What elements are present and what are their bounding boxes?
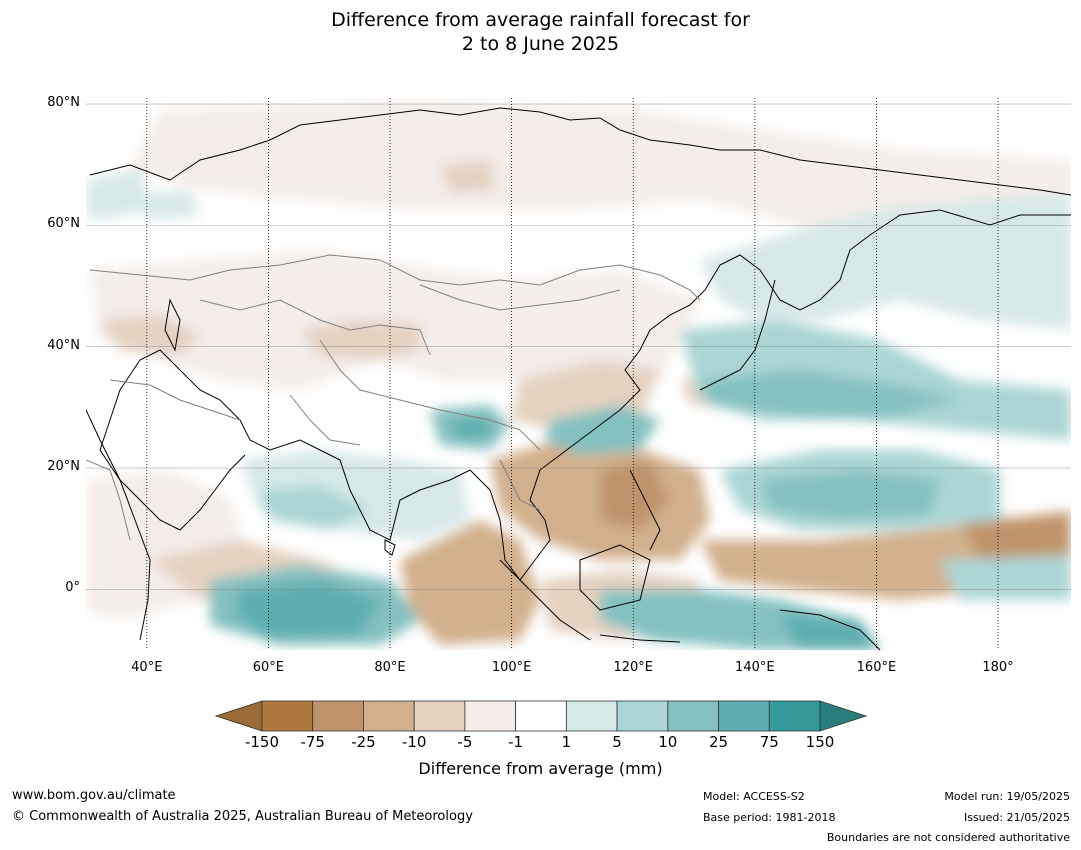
lon-label: 40°E <box>131 660 163 675</box>
country-boundaries <box>86 254 701 541</box>
colorbar-tick-label: -10 <box>401 733 427 751</box>
model-run-text: Model run: 19/05/2025 <box>944 790 1070 803</box>
coastline-philippines <box>629 469 661 551</box>
wet-region-arctic <box>130 190 200 220</box>
colorbar-label: Difference from average (mm) <box>418 759 663 778</box>
wet-region-tibet-core <box>450 418 492 440</box>
lat-label: 40°N <box>47 337 80 353</box>
boundary-china-west <box>319 339 541 451</box>
coastlines <box>86 107 1071 650</box>
website-link[interactable]: www.bom.gov.au/climate <box>12 788 176 803</box>
lat-label: 60°N <box>47 216 80 232</box>
wet-region-kuroshio <box>700 370 960 420</box>
boundary-indochina <box>499 459 541 511</box>
wet-region-indian-ocean-core <box>235 580 380 638</box>
colorbar-tick-label: -1 <box>508 733 524 751</box>
wet-region-south-china <box>545 405 660 455</box>
lon-label: 80°E <box>374 660 406 675</box>
coastline-africa <box>86 409 151 641</box>
colorbar-band <box>363 700 415 732</box>
colorbar <box>214 700 868 732</box>
colorbar-tick-label: 5 <box>612 733 622 751</box>
dry-region-kazakh <box>100 315 200 355</box>
boundary-central-asia <box>199 299 431 356</box>
colorbar-band <box>515 700 567 732</box>
wet-region-png <box>780 615 880 650</box>
wet-region-west-pacific-core <box>760 470 940 520</box>
colorbar-tick-label: 75 <box>759 733 779 751</box>
copyright-text: © Commonwealth of Australia 2025, Austra… <box>12 809 473 824</box>
wet-region-arabian-sea <box>260 485 370 530</box>
dry-region-philippines <box>600 460 670 530</box>
graticule <box>86 98 1071 650</box>
coastline-sumatra <box>499 559 591 641</box>
colorbar-tick-label: -5 <box>457 733 473 751</box>
lon-label: 100°E <box>491 660 532 675</box>
colorbar-band <box>718 700 770 732</box>
coastline-java <box>599 634 681 643</box>
boundary-middle-east <box>109 379 241 421</box>
map-plot-area <box>86 98 1071 650</box>
colorbar-tick-label: 25 <box>708 733 729 751</box>
boundary-mongolia <box>419 284 621 311</box>
dry-region-central-asia <box>90 250 700 390</box>
colorbar-band <box>312 700 364 732</box>
coastline-eurasia-north <box>89 107 1071 196</box>
issued-text: Issued: 21/05/2025 <box>963 811 1070 824</box>
coastline-borneo <box>579 544 651 611</box>
lon-label: 140°E <box>735 660 775 675</box>
colorbar-tick-label: 10 <box>658 733 678 751</box>
coastline-sri-lanka <box>384 539 396 556</box>
boundary-russia-south <box>89 254 701 301</box>
lat-label: 80°N <box>47 95 80 111</box>
colorbar-band <box>413 700 466 732</box>
colorbar-high-extend <box>819 700 868 732</box>
coastline-arabia <box>99 349 246 531</box>
coastline-new-guinea <box>779 609 881 650</box>
lat-label: 20°N <box>47 459 80 475</box>
coastline-caspian <box>164 298 181 352</box>
coastline-southeast-asia <box>239 419 551 581</box>
wet-region-okhotsk <box>700 195 1071 330</box>
boundary-africa <box>86 459 131 541</box>
wet-region-pacific-east <box>940 555 1071 600</box>
colorbar-band <box>616 700 669 732</box>
colorbar-band <box>565 700 618 732</box>
lat-label: 0° <box>65 580 80 596</box>
title-line-1: Difference from average rainfall forecas… <box>331 9 750 31</box>
chart-title: Difference from average rainfall forecas… <box>0 8 1081 56</box>
dry-region-west-siberia <box>440 160 495 192</box>
lon-label: 160°E <box>856 660 897 675</box>
disclaimer-text: Boundaries are not considered authoritat… <box>826 831 1070 844</box>
title-line-2: 2 to 8 June 2025 <box>461 33 620 55</box>
colorbar-low-extend <box>214 700 263 732</box>
coastline-east-asia <box>539 209 1071 471</box>
colorbar-band <box>667 700 719 732</box>
colorbar-tick-label: -25 <box>351 733 376 751</box>
lon-label: 120°E <box>613 660 653 675</box>
rainfall-map <box>86 98 1071 650</box>
colorbar-tick-label: -150 <box>244 733 280 751</box>
colorbar-band <box>464 700 517 732</box>
colorbar-band <box>768 700 821 732</box>
dry-region-bay-bengal <box>400 520 540 645</box>
wet-region-west <box>86 170 150 220</box>
colorbar-tick-label: 1 <box>561 733 572 751</box>
colorbar-bands <box>214 700 868 732</box>
model-text: Model: ACCESS-S2 <box>703 790 805 803</box>
lon-label: 180° <box>982 660 1014 675</box>
boundary-south-asia <box>289 394 361 446</box>
dry-region-pacific-east <box>960 515 1071 565</box>
colorbar-tick-label: 150 <box>805 733 835 751</box>
colorbar-band <box>261 700 314 732</box>
dry-region-siberia <box>130 100 1071 230</box>
base-period-text: Base period: 1981-2018 <box>703 811 836 824</box>
lon-label: 60°E <box>252 660 285 675</box>
colorbar-tick-label: -75 <box>300 733 325 751</box>
